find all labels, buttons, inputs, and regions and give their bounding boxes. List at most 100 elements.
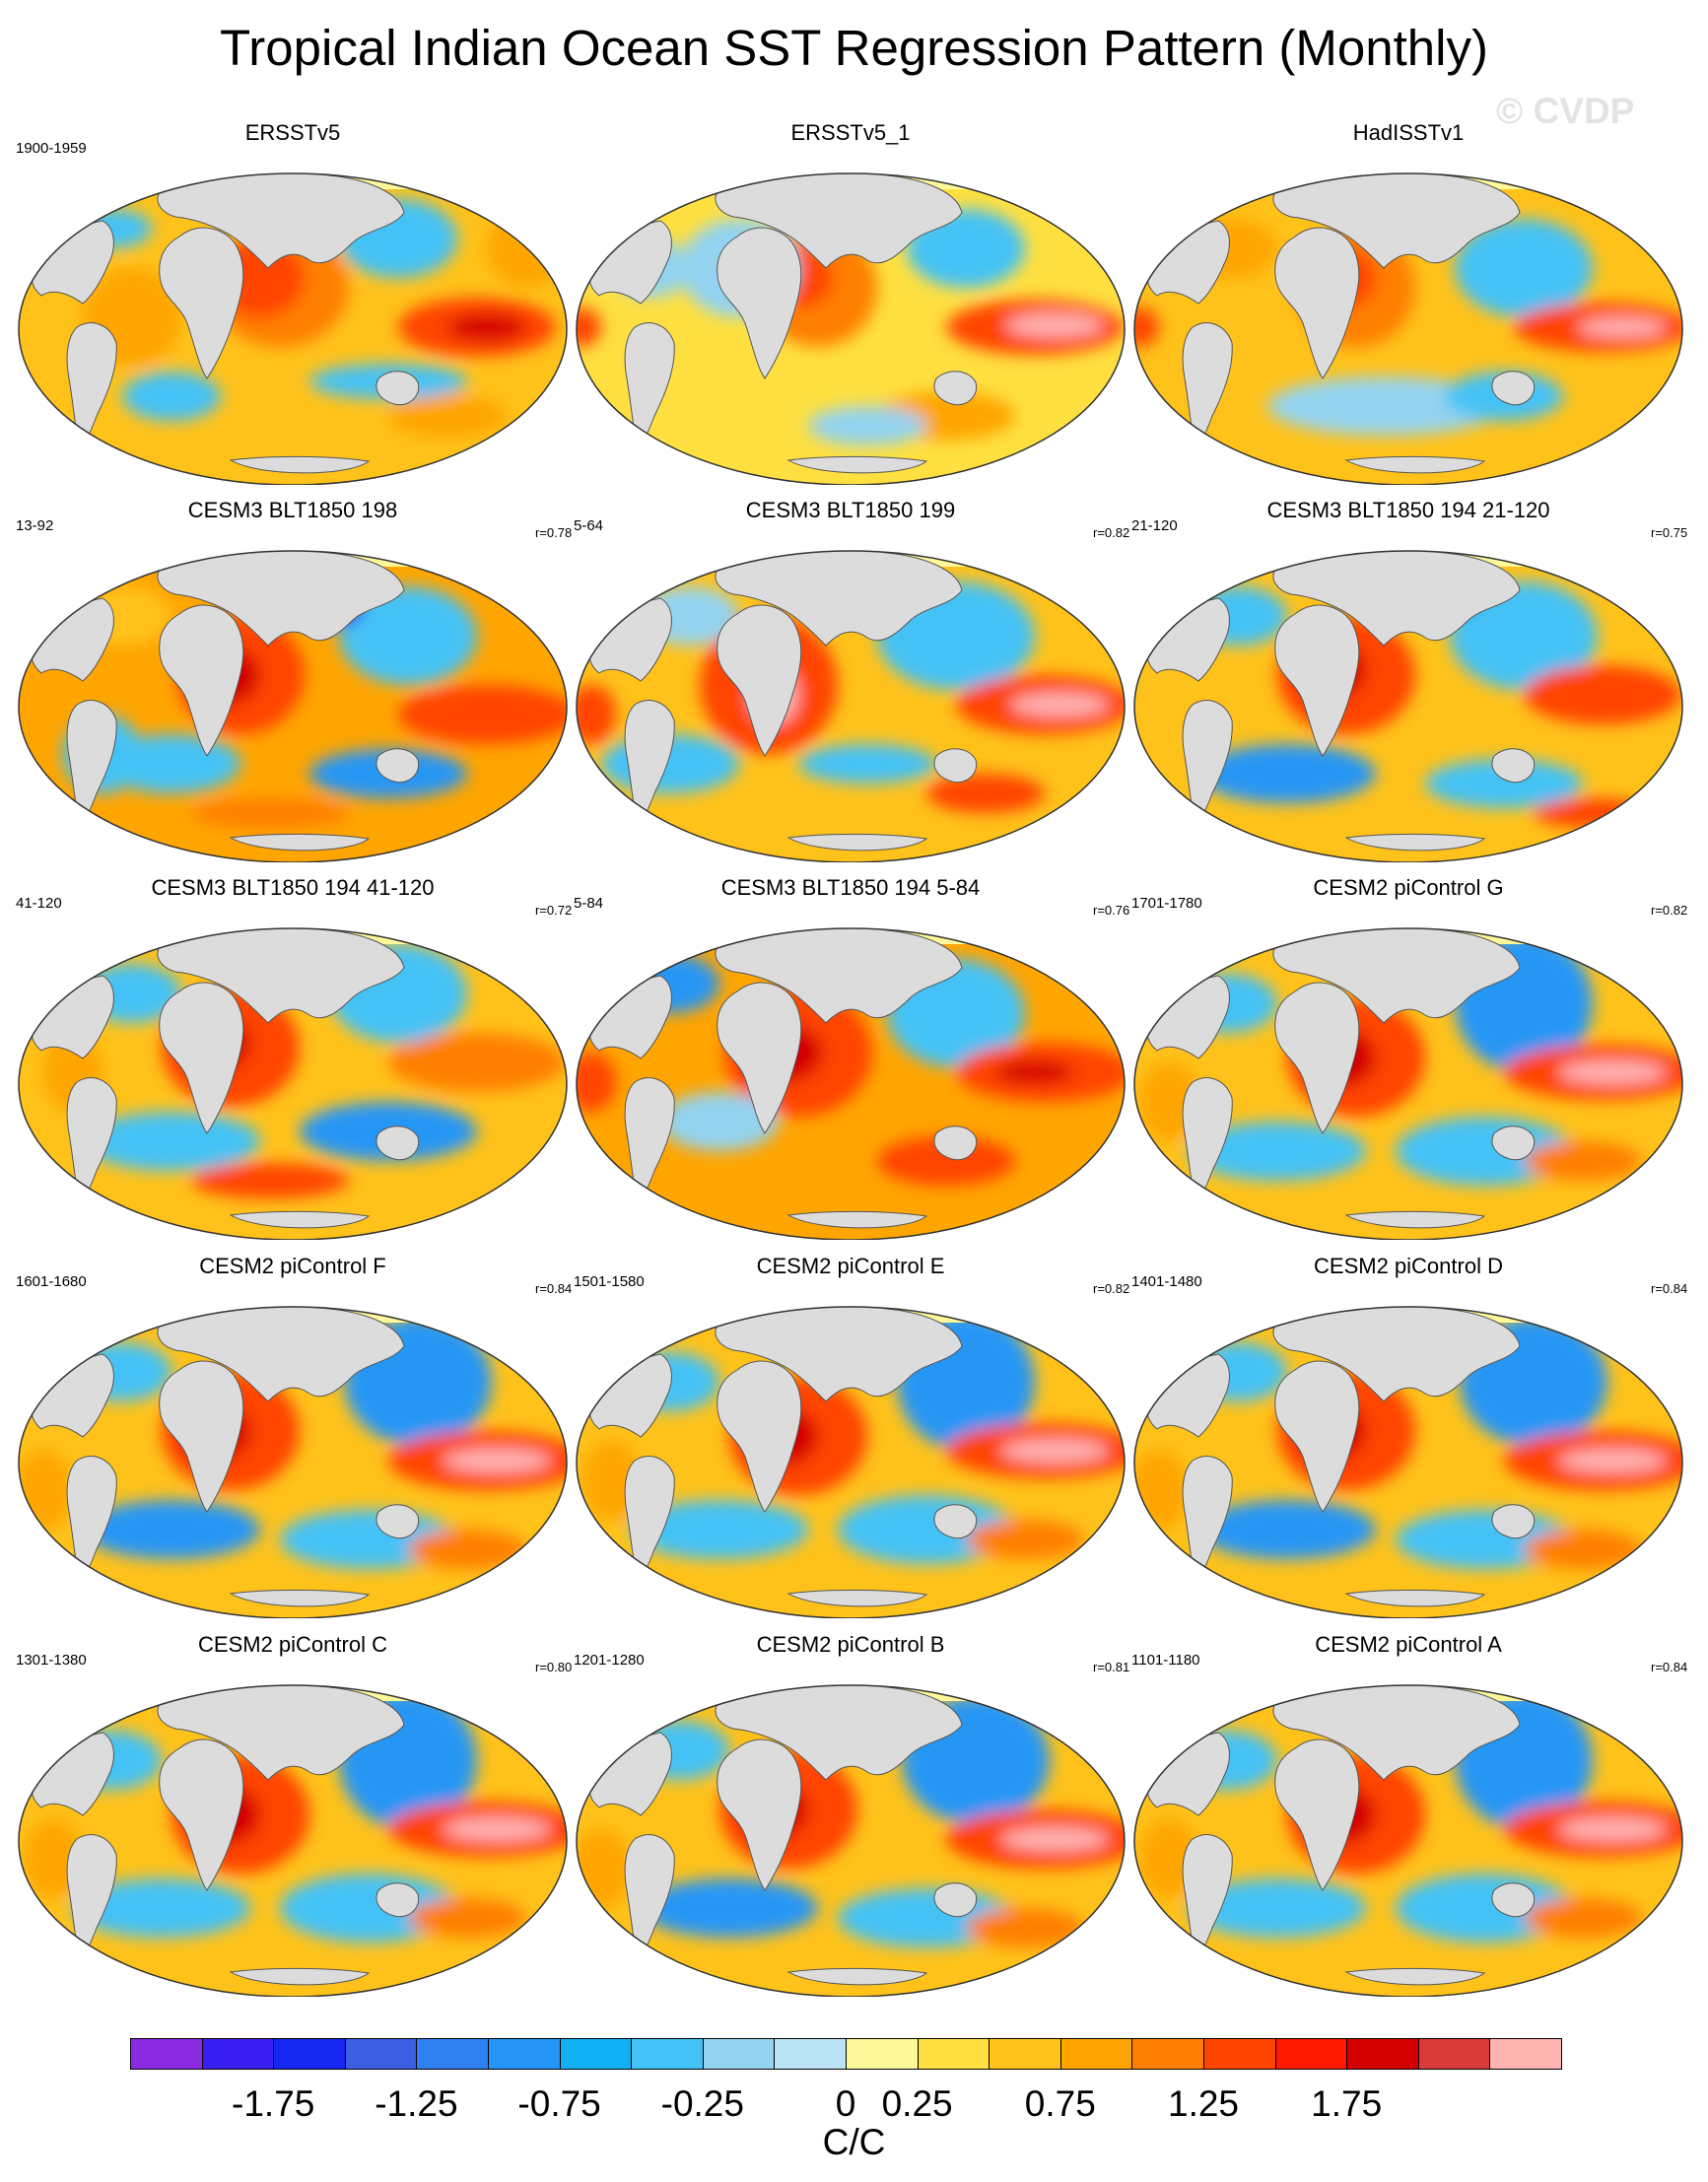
land-mask bbox=[159, 227, 244, 379]
robinson-map bbox=[1133, 550, 1683, 862]
panel-correlation: r=0.78 bbox=[535, 525, 573, 540]
panel-title: CESM3 BLT1850 194 41-120 bbox=[151, 875, 435, 900]
robinson-map bbox=[576, 550, 1126, 862]
sst-anomaly-region bbox=[1005, 313, 1104, 337]
sst-anomaly-region bbox=[83, 1500, 260, 1559]
map-border bbox=[1133, 1684, 1683, 1997]
sst-anomaly-region bbox=[1189, 1122, 1366, 1181]
panel-years: 1401-1480 bbox=[1131, 1273, 1202, 1290]
panel-title: ERSSTv5_1 bbox=[790, 120, 911, 145]
map-border bbox=[18, 550, 568, 862]
robinson-map bbox=[1133, 172, 1683, 485]
map-panel: CESM2 piControl A 1101-1180 r=0.84 bbox=[1129, 1632, 1687, 1997]
land-mask bbox=[933, 371, 978, 406]
land-mask bbox=[933, 748, 978, 784]
colorbar-tick-label: -1.75 bbox=[232, 2083, 315, 2124]
land-mask bbox=[159, 604, 244, 757]
land-mask bbox=[1274, 227, 1360, 379]
robinson-map bbox=[18, 172, 568, 485]
robinson-map bbox=[18, 550, 568, 862]
sst-anomaly-region bbox=[408, 1898, 526, 1938]
page-title: Tropical Indian Ocean SST Regression Pat… bbox=[220, 20, 1488, 76]
land-mask bbox=[786, 1589, 928, 1607]
panel-title: CESM2 piControl B bbox=[756, 1632, 945, 1657]
panel-title: ERSSTv5 bbox=[244, 120, 341, 145]
panel-title: CESM2 piControl F bbox=[199, 1254, 386, 1278]
colorbar-box bbox=[1417, 2038, 1491, 2070]
map-panel: CESM3 BLT1850 194 21-120 21-120 r=0.75 bbox=[1129, 498, 1687, 862]
land-mask bbox=[1274, 1360, 1360, 1513]
land-mask bbox=[717, 604, 802, 757]
land-mask bbox=[1344, 455, 1486, 474]
sst-anomaly-region bbox=[1455, 219, 1593, 317]
robinson-map bbox=[1133, 1684, 1683, 1997]
colorbar-box bbox=[774, 2038, 847, 2070]
sst-anomaly-region bbox=[1578, 317, 1667, 337]
sst-anomaly-region bbox=[388, 1033, 566, 1092]
colorbar-box bbox=[1203, 2038, 1276, 2070]
sst-anomaly-region bbox=[798, 744, 936, 784]
land-mask bbox=[229, 833, 371, 852]
panel-years: 1501-1580 bbox=[574, 1273, 645, 1290]
land-mask bbox=[229, 1589, 371, 1607]
panel-correlation: r=0.82 bbox=[1093, 525, 1130, 540]
land-mask bbox=[1491, 1125, 1536, 1161]
map-border bbox=[1133, 550, 1683, 862]
colorbar-box bbox=[917, 2038, 991, 2070]
colorbar-box bbox=[344, 2038, 418, 2070]
sst-anomaly-region bbox=[1558, 1449, 1667, 1472]
map-panel: ERSSTv5 1900-1959 bbox=[14, 120, 572, 485]
colorbar-units: C/C bbox=[822, 2122, 886, 2162]
sst-anomaly-region bbox=[1524, 1141, 1642, 1181]
land-mask bbox=[1274, 1739, 1360, 1891]
panel-years: 1301-1380 bbox=[16, 1652, 87, 1669]
land-mask bbox=[786, 833, 928, 852]
map-border bbox=[1133, 172, 1683, 485]
sst-anomaly-region bbox=[191, 798, 349, 828]
sst-anomaly-region bbox=[1558, 1817, 1667, 1841]
sst-anomaly-region bbox=[443, 1817, 551, 1841]
land-mask bbox=[1491, 1504, 1536, 1539]
map-border bbox=[1133, 927, 1683, 1240]
sst-anomaly-region bbox=[398, 685, 567, 744]
colorbar-box bbox=[201, 2038, 275, 2070]
sst-anomaly-region bbox=[1524, 1898, 1642, 1938]
land-mask bbox=[717, 1739, 802, 1891]
sst-anomaly-region bbox=[1010, 693, 1109, 716]
panel-title: CESM3 BLT1850 194 21-120 bbox=[1266, 498, 1550, 522]
sst-anomaly-region bbox=[122, 372, 221, 421]
colorbar-box bbox=[989, 2038, 1061, 2070]
panel-title: CESM3 BLT1850 194 5-84 bbox=[720, 875, 981, 900]
land-mask bbox=[786, 1967, 928, 1986]
land-mask bbox=[1274, 982, 1360, 1134]
sst-anomaly-region bbox=[339, 586, 477, 685]
sst-anomaly-region bbox=[877, 1136, 1015, 1186]
panel-title: CESM2 piControl G bbox=[1313, 875, 1504, 900]
map-panel: HadISSTv1 bbox=[1129, 120, 1687, 485]
colorbar-box bbox=[702, 2038, 776, 2070]
land-mask bbox=[229, 455, 371, 474]
panel-years: 1201-1280 bbox=[574, 1652, 645, 1669]
panel-title: CESM3 BLT1850 199 bbox=[745, 498, 956, 522]
panel-title: CESM2 piControl D bbox=[1314, 1254, 1503, 1278]
sst-anomaly-region bbox=[641, 1878, 818, 1938]
colorbar-tick-label: 1.25 bbox=[1167, 2083, 1240, 2124]
land-mask bbox=[933, 1504, 978, 1539]
panel-years: 13-92 bbox=[16, 517, 54, 534]
colorbar-box bbox=[631, 2038, 704, 2070]
land-mask bbox=[376, 1504, 420, 1539]
map-panel: CESM2 piControl G 1701-1780 r=0.82 bbox=[1129, 875, 1687, 1240]
colorbar-box bbox=[1274, 2038, 1348, 2070]
sst-anomaly-region bbox=[966, 1908, 1084, 1947]
land-mask bbox=[786, 455, 928, 474]
sst-anomaly-region bbox=[1134, 307, 1159, 347]
land-mask bbox=[159, 982, 244, 1134]
sst-anomaly-region bbox=[577, 307, 601, 347]
colorbar-tick-label: 1.75 bbox=[1311, 2083, 1383, 2124]
map-panel: CESM2 piControl F 1601-1680 r=0.84 bbox=[14, 1254, 572, 1618]
land-mask bbox=[1491, 1882, 1536, 1918]
sst-anomaly-region bbox=[443, 1449, 551, 1472]
land-mask bbox=[933, 1882, 978, 1918]
land-mask bbox=[717, 227, 802, 379]
map-border bbox=[576, 1306, 1126, 1618]
